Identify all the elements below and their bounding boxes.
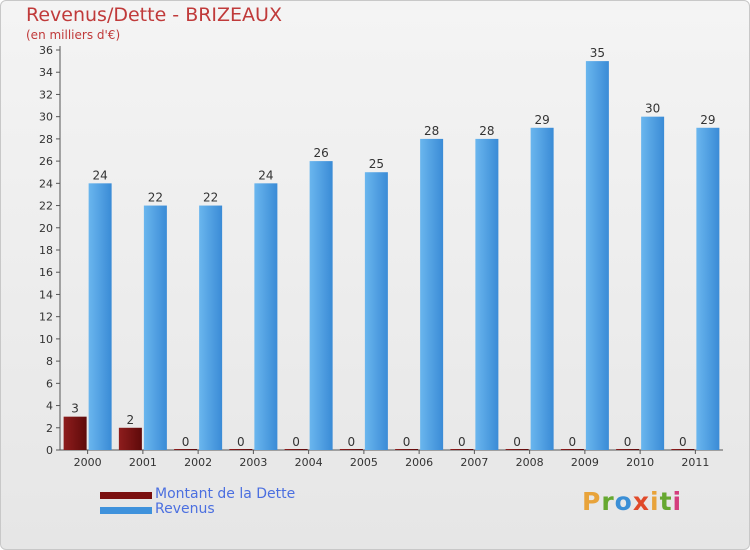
legend-label-revenue: Revenus — [155, 501, 215, 517]
x-tick-label: 2001 — [129, 456, 157, 469]
data-label-revenue: 26 — [313, 146, 328, 160]
bar-debt — [118, 427, 142, 450]
logo-letter: t — [659, 487, 673, 516]
bar-debt — [560, 449, 584, 450]
legend-swatch-revenue — [100, 507, 152, 514]
y-tick-label: 32 — [39, 88, 53, 101]
bar-debt — [505, 449, 529, 450]
logo-letter: r — [601, 487, 615, 516]
bar-revenue — [143, 205, 167, 450]
logo-letter: x — [632, 487, 650, 516]
data-label-debt: 0 — [292, 435, 300, 449]
data-label-revenue: 30 — [645, 102, 660, 116]
y-tick-label: 22 — [39, 200, 53, 213]
bar-debt — [229, 449, 253, 450]
y-tick-label: 10 — [39, 333, 53, 346]
bar-debt — [174, 449, 198, 450]
y-tick-label: 6 — [46, 377, 53, 390]
y-tick-label: 28 — [39, 133, 53, 146]
data-label-revenue: 35 — [590, 46, 605, 60]
legend-label-debt: Montant de la Dette — [155, 486, 296, 502]
logo-letter: i — [650, 487, 660, 516]
y-tick-label: 20 — [39, 222, 53, 235]
chart-title: Revenus/Dette - BRIZEAUX — [26, 4, 282, 26]
y-tick-label: 12 — [39, 311, 53, 324]
data-label-revenue: 28 — [479, 124, 494, 138]
bar-revenue — [585, 61, 609, 450]
bar-debt — [284, 449, 308, 450]
data-label-revenue: 25 — [369, 157, 384, 171]
y-tick-label: 2 — [46, 422, 53, 435]
bar-debt — [616, 449, 640, 450]
chart-subtitle: (en milliers d'€) — [26, 28, 121, 42]
data-label-debt: 0 — [569, 435, 577, 449]
bar-revenue — [309, 161, 333, 450]
proxiti-logo: Proxiti — [582, 487, 682, 516]
x-tick-label: 2003 — [239, 456, 267, 469]
x-tick-label: 2006 — [405, 456, 433, 469]
bar-revenue — [530, 127, 554, 451]
logo-letter: i — [672, 487, 683, 516]
data-label-debt: 0 — [624, 435, 632, 449]
data-label-revenue: 28 — [424, 124, 439, 138]
bar-revenue — [254, 183, 278, 451]
data-label-debt: 0 — [458, 435, 466, 449]
y-tick-label: 4 — [46, 400, 53, 413]
data-label-revenue: 24 — [258, 168, 273, 182]
y-tick-label: 8 — [46, 355, 53, 368]
bar-debt — [395, 449, 419, 450]
logo-letter: o — [614, 487, 633, 516]
x-tick-label: 2008 — [516, 456, 544, 469]
y-tick-label: 14 — [39, 288, 53, 301]
logo-letter: P — [582, 487, 602, 516]
data-label-revenue: 22 — [203, 191, 218, 205]
x-tick-label: 2002 — [184, 456, 212, 469]
data-label-revenue: 22 — [148, 191, 163, 205]
x-tick-label: 2005 — [350, 456, 378, 469]
bar-revenue — [475, 138, 499, 450]
data-label-debt: 0 — [679, 435, 687, 449]
data-label-debt: 0 — [403, 435, 411, 449]
bar-debt — [450, 449, 474, 450]
y-tick-label: 30 — [39, 111, 53, 124]
x-tick-label: 2011 — [681, 456, 709, 469]
bar-revenue — [199, 205, 223, 450]
y-tick-label: 34 — [39, 66, 53, 79]
x-tick-label: 2010 — [626, 456, 654, 469]
bar-revenue — [88, 183, 112, 451]
data-label-debt: 0 — [513, 435, 521, 449]
data-label-revenue: 29 — [534, 113, 549, 127]
bar-revenue — [696, 127, 720, 451]
x-tick-label: 2000 — [74, 456, 102, 469]
bar-revenue — [641, 116, 665, 451]
y-tick-label: 0 — [46, 444, 53, 457]
x-tick-label: 2009 — [571, 456, 599, 469]
bar-debt — [671, 449, 695, 450]
x-tick-label: 2007 — [460, 456, 488, 469]
bar-debt — [63, 416, 87, 450]
y-tick-label: 24 — [39, 177, 53, 190]
y-tick-label: 26 — [39, 155, 53, 168]
legend-swatch-debt — [100, 492, 152, 499]
bar-debt — [339, 449, 363, 450]
bar-revenue — [420, 138, 444, 450]
data-label-revenue: 29 — [700, 113, 715, 127]
data-label-debt: 0 — [348, 435, 356, 449]
data-label-revenue: 24 — [92, 168, 107, 182]
x-tick-label: 2004 — [295, 456, 323, 469]
bar-revenue — [364, 172, 388, 450]
data-label-debt: 0 — [182, 435, 190, 449]
y-tick-label: 16 — [39, 266, 53, 279]
data-label-debt: 2 — [127, 413, 135, 427]
data-label-debt: 3 — [71, 402, 79, 416]
y-tick-label: 18 — [39, 244, 53, 257]
y-tick-label: 36 — [39, 44, 53, 57]
data-label-debt: 0 — [237, 435, 245, 449]
